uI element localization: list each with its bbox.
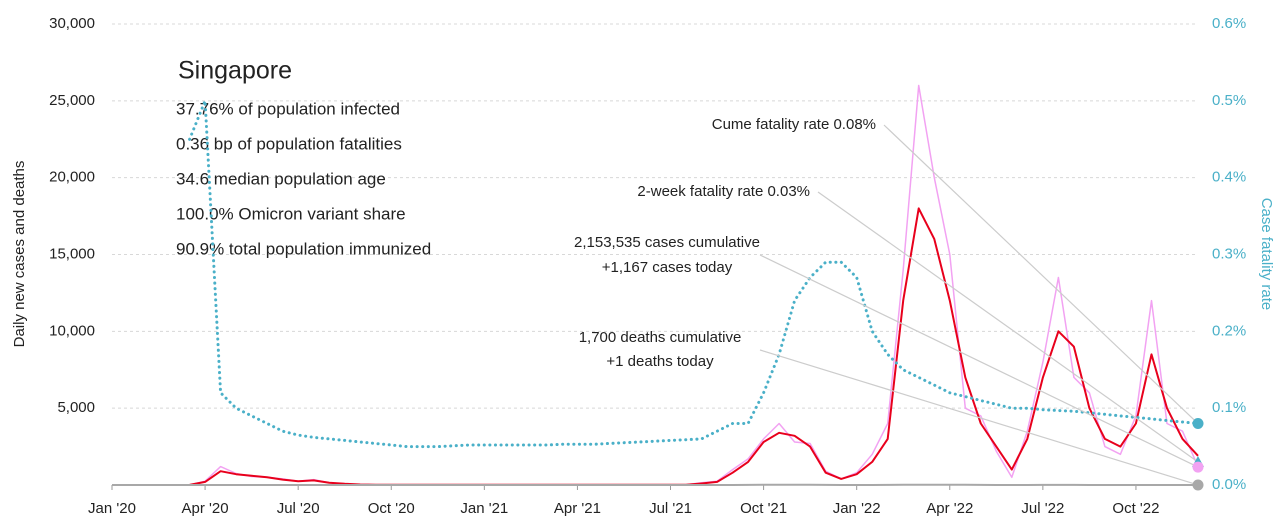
annotation: 1,700 deaths cumulative [579,329,742,346]
leader-line [817,191,1199,463]
stat-line: 34.6 median population age [176,169,386,188]
annotation: Cume fatality rate 0.08% [712,116,876,133]
x-tick-label: Oct '22 [1112,500,1159,517]
annotation: +1 deaths today [606,353,714,370]
y-tick-label: 30,000 [49,15,95,32]
x-tick-label: Apr '22 [926,500,973,517]
y2-tick-label: 0.5% [1212,92,1246,109]
y-tick-label: 25,000 [49,92,95,109]
y2-tick-label: 0.4% [1212,169,1246,186]
chart-title: Singapore [178,57,292,85]
x-tick-label: Jan '21 [460,500,508,517]
stat-line: 90.9% total population immunized [176,239,431,258]
x-tick-label: Oct '20 [368,500,415,517]
x-tick-label: Jul '22 [1021,500,1064,517]
x-tick-label: Jul '20 [277,500,320,517]
y-axis-label: Daily new cases and deaths [11,161,28,348]
x-tick-label: Oct '21 [740,500,787,517]
y2-tick-label: 0.2% [1212,322,1246,339]
y-tick-label: 15,000 [49,245,95,262]
end-marker [1192,418,1204,430]
y-tick-label: 5,000 [57,399,95,416]
x-tick-label: Jan '22 [833,500,881,517]
annotation: 2-week fatality rate 0.03% [637,183,810,200]
stat-line: 37.76% of population infected [176,99,400,118]
stat-line: 0.36 bp of population fatalities [176,134,402,153]
y-tick-label: 10,000 [49,322,95,339]
end-marker [1192,479,1204,491]
end-marker [1192,461,1204,473]
y2-tick-label: 0.3% [1212,245,1246,262]
y2-tick-label: 0.1% [1212,399,1246,416]
x-tick-label: Jan '20 [88,500,136,517]
leader-line [883,124,1199,424]
annotation: +1,167 cases today [602,259,733,276]
leader-line [759,254,1199,468]
x-tick-label: Jul '21 [649,500,692,517]
leader-line [759,349,1199,486]
stat-line: 100.0% Omicron variant share [176,204,406,223]
x-tick-label: Apr '21 [554,500,601,517]
y2-tick-label: 0.0% [1212,476,1246,493]
x-tick-label: Apr '20 [182,500,229,517]
y2-axis-label: Case fatality rate [1258,198,1275,311]
y2-tick-label: 0.6% [1212,15,1246,32]
y-tick-label: 20,000 [49,169,95,186]
annotation: 2,153,535 cases cumulative [574,234,760,251]
